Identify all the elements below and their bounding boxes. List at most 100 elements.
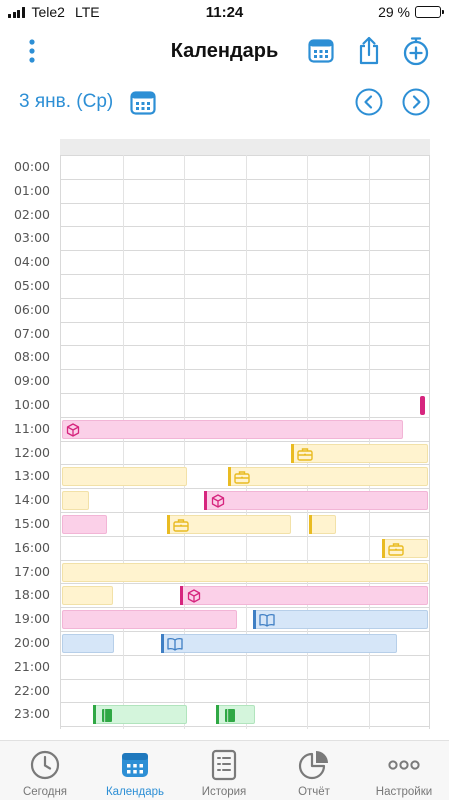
carrier-name: Tele2 [31,4,65,20]
timeline-bottom-line [61,726,429,728]
activity-start-marker [309,515,312,534]
hour-row[interactable] [61,464,429,488]
activity-block-yellow[interactable] [291,443,428,463]
hour-row[interactable] [61,559,429,584]
hour-row[interactable] [61,416,429,441]
briefcase-icon [297,446,313,462]
hour-row[interactable] [61,297,429,322]
more-dots-icon [386,749,422,781]
column-divider [122,155,124,729]
hour-label: 22:00 [13,682,50,698]
calendar-grid-icon[interactable] [306,36,336,66]
hour-row[interactable] [61,488,429,512]
hour-row[interactable] [61,274,429,298]
activity-block-yellow[interactable] [228,467,428,487]
hour-row[interactable] [61,583,429,607]
share-icon[interactable] [354,34,384,68]
hour-label: 16:00 [13,539,50,555]
hour-row[interactable] [61,369,429,393]
nav-header: Календарь [0,30,449,74]
tab-history[interactable]: История [179,741,269,800]
hour-label: 17:00 [13,563,50,579]
ledger-icon [222,707,238,723]
activity-block-blue[interactable] [161,634,397,653]
hour-row[interactable] [61,155,429,179]
timeline-grid[interactable] [60,155,430,729]
hour-label: 23:00 [13,706,50,722]
activity-block-pink[interactable] [62,419,403,439]
column-divider [184,155,185,729]
activity-block-yellow[interactable] [62,491,89,511]
briefcase-icon [173,517,189,533]
hour-row[interactable] [61,678,429,703]
hour-row[interactable] [61,440,429,465]
tab-today[interactable]: Сегодня [0,741,90,800]
hour-row[interactable] [61,345,429,369]
status-bar: Tele2 LTE 11:24 29 % [0,0,449,26]
hour-row[interactable] [61,512,429,536]
activity-block-pink[interactable] [180,586,428,606]
activity-block-green[interactable] [216,705,255,725]
activity-block-blue[interactable] [253,610,428,630]
tab-settings[interactable]: Настройки [359,741,449,800]
hour-row[interactable] [61,535,429,560]
hour-row[interactable] [61,631,429,655]
activity-block-yellow[interactable] [62,467,187,487]
more-vertical-icon[interactable] [20,36,44,66]
activity-block-yellow[interactable] [62,562,428,582]
tab-report[interactable]: Отчёт [269,741,359,800]
cube-icon [210,493,226,509]
book-icon [259,612,275,628]
battery-percent: 29 % [378,4,410,20]
hour-row[interactable] [61,250,429,274]
activity-start-marker [180,586,183,606]
tab-history-label: История [201,786,247,798]
hour-label: 05:00 [13,278,50,293]
hour-label: 07:00 [13,325,50,341]
activity-start-marker [216,705,219,725]
hour-row[interactable] [61,654,429,679]
hour-label: 00:00 [13,159,50,174]
activity-block-yellow[interactable] [167,515,291,534]
hour-row[interactable] [61,178,429,203]
activity-block-green[interactable] [93,705,187,725]
date-bar: 3 янв. (Ср) [0,84,449,120]
cube-icon [186,588,202,604]
hour-row[interactable] [61,321,429,346]
activity-block-yellow[interactable] [382,538,428,558]
activity-block-pink[interactable] [62,610,237,630]
activity-block-yellow[interactable] [62,586,113,606]
activity-start-marker [253,610,256,630]
activity-block-pink[interactable] [204,491,428,511]
hour-label: 06:00 [13,301,50,317]
column-divider [307,155,308,729]
current-date[interactable]: 3 янв. (Ср) [19,91,114,112]
prev-day-icon[interactable] [354,87,384,117]
activity-start-marker [93,705,96,725]
tab-calendar[interactable]: Календарь [90,741,180,800]
carrier-info: Tele2 LTE [8,4,100,20]
calendar-picker-icon[interactable] [128,88,158,118]
day-timeline[interactable]: 00:00 01:00 02:00 03:00 04:00 05:00 06:00 07:00… [0,139,449,739]
hour-row[interactable] [61,702,429,726]
hour-row[interactable] [61,202,429,227]
tab-report-label: Отчёт [298,786,330,798]
next-day-icon[interactable] [401,87,431,117]
activity-block-pink[interactable] [62,515,107,534]
hour-row[interactable] [61,607,429,631]
hour-label: 10:00 [13,397,50,412]
clock-icon [27,749,63,781]
ledger-icon [99,707,115,723]
book-icon [167,636,183,652]
hour-label: 12:00 [13,444,50,460]
hour-row[interactable] [61,393,429,417]
briefcase-icon [234,469,250,485]
activity-block-pink[interactable] [420,396,425,415]
activity-block-yellow[interactable] [309,515,336,534]
add-timer-icon[interactable] [400,34,432,68]
hour-row[interactable] [61,226,429,250]
hour-label: 19:00 [13,611,50,627]
activity-start-marker [382,538,385,558]
signal-strength-icon [8,6,25,18]
activity-block-blue[interactable] [62,634,114,653]
